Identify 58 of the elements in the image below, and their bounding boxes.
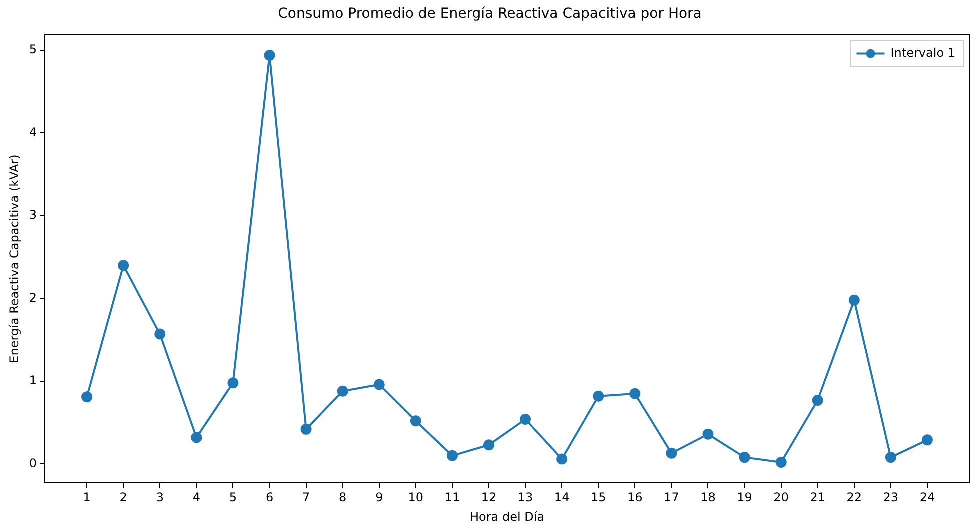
x-tick-label: 16 xyxy=(628,490,643,505)
x-axis-title: Hora del Día xyxy=(470,510,545,524)
point xyxy=(666,448,678,459)
x-tick-label: 24 xyxy=(920,490,936,505)
x-tick-label: 3 xyxy=(156,490,164,505)
y-tick-label: 1 xyxy=(29,374,38,388)
x-tick-label: 4 xyxy=(192,490,200,505)
point xyxy=(739,452,750,464)
point xyxy=(446,450,458,462)
x-tick-label: 7 xyxy=(302,490,310,505)
x-tick-label: 2 xyxy=(120,490,128,505)
y-tick-label: 4 xyxy=(29,125,38,140)
x-tick-label: 22 xyxy=(846,490,862,505)
point xyxy=(702,428,714,440)
point xyxy=(848,294,860,306)
x-tick-label: 9 xyxy=(376,490,384,505)
x-tick-label: 8 xyxy=(339,490,347,505)
chart-title: Consumo Promedio de Energía Reactiva Capacitiva por Hora xyxy=(278,6,702,22)
x-tick-label: 5 xyxy=(229,490,238,505)
point xyxy=(630,388,641,400)
point xyxy=(118,260,130,272)
x-tick-label: 6 xyxy=(266,490,274,505)
x-tick-label: 17 xyxy=(664,490,680,505)
x-tick-label: 18 xyxy=(700,490,716,505)
point xyxy=(264,50,276,61)
y-tick-label: 0 xyxy=(29,456,38,470)
x-tick-label: 13 xyxy=(518,490,534,505)
x-tick-label: 1 xyxy=(83,490,91,505)
point xyxy=(410,416,422,427)
y-axis-title: Energía Reactiva Capacitiva (kVAr) xyxy=(7,154,22,364)
x-tick-label: 21 xyxy=(810,490,826,505)
y-tick-label: 5 xyxy=(29,42,38,57)
point xyxy=(922,434,933,446)
point xyxy=(82,392,93,403)
x-tick-label: 23 xyxy=(883,490,899,505)
point xyxy=(593,390,604,402)
x-tick-label: 11 xyxy=(444,490,460,505)
y-tick-label: 3 xyxy=(29,208,38,222)
x-tick-label: 12 xyxy=(481,490,497,505)
point xyxy=(154,328,166,340)
legend-label: Intervalo 1 xyxy=(890,46,956,60)
x-tick-label: 19 xyxy=(737,490,752,505)
point xyxy=(337,386,348,397)
x-tick-label: 10 xyxy=(408,490,424,505)
point xyxy=(885,452,896,464)
x-tick-label: 14 xyxy=(554,490,570,505)
x-tick-label: 20 xyxy=(774,490,789,505)
x-tick-label: 15 xyxy=(590,490,606,505)
point xyxy=(300,424,312,435)
point xyxy=(484,440,494,451)
point xyxy=(374,379,385,390)
point xyxy=(556,454,568,465)
point xyxy=(812,394,824,406)
point xyxy=(191,432,202,444)
point xyxy=(228,378,239,389)
point xyxy=(520,414,532,425)
y-tick-label: 2 xyxy=(29,290,38,305)
point xyxy=(776,457,787,468)
